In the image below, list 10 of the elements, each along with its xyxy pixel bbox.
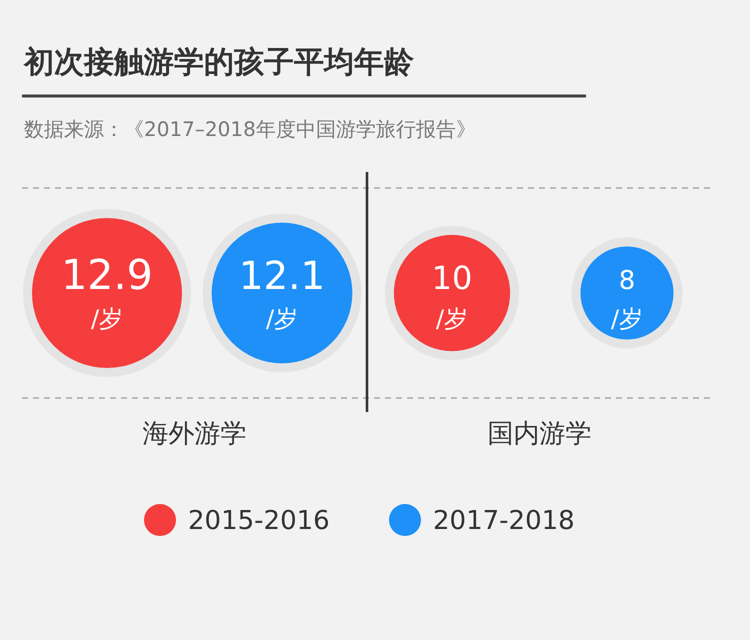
source-note: 数据来源：《2017–2018年度中国游学旅行报告》 <box>24 117 476 141</box>
category-label: 海外游学 <box>142 419 246 449</box>
data-label: 12.9 /岁 <box>61 251 153 333</box>
data-label: 12.1 /岁 <box>238 254 326 333</box>
legend-label: 2017-2018 <box>433 506 575 536</box>
data-label: 8 /岁 <box>610 266 644 333</box>
data-label: 10 /岁 <box>432 259 472 333</box>
legend-label: 2015-2016 <box>188 506 330 536</box>
category-label: 国内游学 <box>488 419 592 449</box>
text: 初次接触游学的孩子平均年龄 <box>23 45 415 80</box>
